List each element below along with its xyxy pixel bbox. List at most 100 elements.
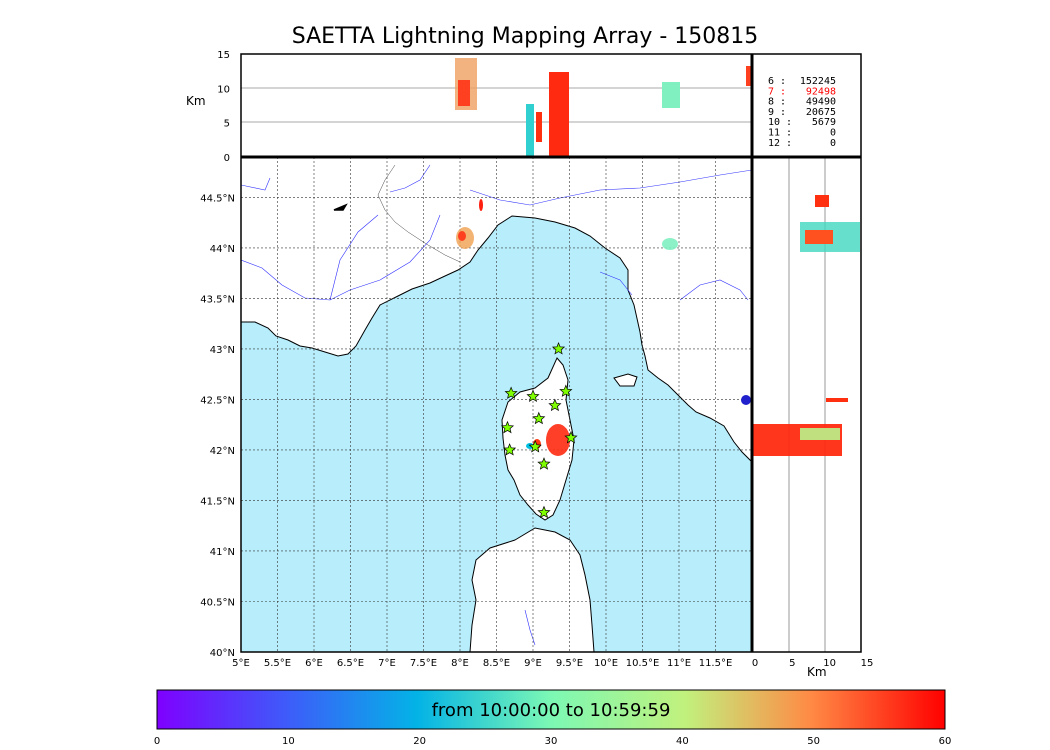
station-count-value: 20675: [806, 107, 836, 118]
lon-tick-label: 8.5°E: [483, 658, 510, 669]
side-cluster-corsica-tail: [800, 428, 840, 440]
lat-tick-label: 42.5°N: [200, 395, 235, 406]
station-marker: [503, 443, 517, 456]
longitude-tick-labels: 5°E 5.5°E 6°E 6.5°E 7°E 7.5°E 8°E 8.5°E 9°E 9.5°E…: [232, 658, 732, 669]
lon-tick-label: 6.5°E: [337, 658, 364, 669]
station-count-label: 10 :: [768, 117, 792, 128]
colorbar-tick-label: 40: [676, 736, 689, 747]
lat-tick-label: 41.5°N: [200, 496, 235, 507]
colorbar-tick-labels: 0 10 20 30 40 50 60: [154, 736, 952, 747]
top-alt-tick-label: 5: [224, 119, 230, 130]
station-marker: [532, 411, 546, 425]
sardinia-land: [469, 527, 595, 652]
station-count-label: 11 :: [768, 128, 792, 139]
lon-tick-label: 8°E: [451, 658, 469, 669]
lon-tick-label: 7.5°E: [410, 658, 437, 669]
top-cluster-edge: [746, 66, 752, 86]
station-marker: [504, 386, 518, 399]
lon-tick-label: 11°E: [667, 658, 691, 669]
lat-tick-label: 40°N: [210, 648, 235, 659]
mainland-land: [241, 157, 752, 463]
station-count-label: 6 :: [768, 76, 786, 87]
lon-tick-label: 11.5°E: [699, 658, 733, 669]
borders: [377, 164, 461, 263]
lon-tick-label: 6°E: [305, 658, 323, 669]
cluster-east-edge: [741, 395, 751, 405]
cluster-corsica-east: [546, 424, 570, 456]
lat-tick-label: 41°N: [210, 547, 235, 558]
station-marker: [551, 341, 566, 355]
station-count-label: 7 :: [768, 86, 786, 97]
colorbar-tick-label: 0: [154, 736, 160, 747]
top-altitude-unit: Km: [186, 94, 206, 108]
colorbar-tick-label: 30: [545, 736, 558, 747]
colorbar-tick-label: 50: [807, 736, 820, 747]
station-markers: [500, 341, 578, 519]
station-marker: [526, 389, 540, 403]
station-count-value: 5679: [812, 117, 836, 128]
side-cluster-mid: [826, 398, 848, 402]
top-alt-tick-label: 0: [224, 153, 230, 164]
corsica-land: [501, 357, 575, 521]
top-alt-tick-label: 10: [217, 84, 230, 95]
lon-tick-label: 5°E: [232, 658, 250, 669]
side-alt-tick-label: 5: [789, 658, 795, 669]
station-count-value: 92498: [806, 86, 836, 97]
colorbar-tick-label: 20: [413, 736, 426, 747]
page-title: SAETTA Lightning Mapping Array - 150815: [291, 24, 759, 49]
lon-altitude-panel: [241, 58, 752, 157]
top-cluster-small: [536, 112, 542, 142]
colorbar-tick-label: 60: [939, 736, 952, 747]
station-marker: [500, 420, 515, 434]
station-count-value: 0: [830, 128, 836, 139]
station-count-label: 9 :: [768, 107, 786, 118]
lon-tick-label: 7°E: [378, 658, 396, 669]
station-count-table: 6 : 152245 7 : 92498 8 : 49490 9 : 20675 10 : 567…: [768, 76, 836, 149]
cluster-genoa-inner: [458, 231, 466, 241]
side-alt-tick-label: 10: [823, 658, 836, 669]
station-count-label: 12 :: [768, 138, 792, 149]
station-marker: [548, 398, 562, 412]
lon-tick-label: 9.5°E: [556, 658, 583, 669]
station-marker: [564, 430, 578, 444]
lat-tick-label: 44°N: [210, 244, 235, 255]
station-count-value: 49490: [806, 97, 836, 108]
top-altitude-tick-labels: 0 5 10 15: [217, 50, 230, 164]
side-altitude-tick-labels: 0 5 10 15: [752, 658, 874, 669]
lon-tick-label: 10°E: [594, 658, 618, 669]
lat-tick-label: 40.5°N: [200, 597, 235, 608]
station-count-label: 8 :: [768, 97, 786, 108]
lon-tick-label: 5.5°E: [264, 658, 291, 669]
top-cluster-corsica: [549, 72, 569, 157]
cluster-tuscany: [662, 238, 678, 250]
top-alt-tick-label: 15: [217, 50, 230, 61]
altitude-lat-panel: [752, 157, 860, 652]
cluster-north: [479, 199, 483, 211]
station-marker: [528, 439, 542, 453]
elba-land: [613, 373, 638, 387]
colorbar-tick-label: 10: [282, 736, 295, 747]
station-marker: [537, 505, 551, 519]
top-cluster-tuscany: [662, 82, 680, 108]
map-panel: [241, 157, 752, 652]
side-altitude-unit: Km: [807, 665, 827, 679]
side-cluster-top: [815, 195, 829, 207]
lat-tick-label: 43.5°N: [200, 294, 235, 305]
station-marker: [537, 457, 551, 470]
lon-tick-label: 9°E: [524, 658, 542, 669]
top-cluster-blue: [526, 104, 534, 156]
colorbar-label: from 10:00:00 to 10:59:59: [431, 700, 671, 721]
station-marker: [559, 384, 573, 397]
rivers: [241, 164, 752, 646]
side-alt-tick-label: 15: [861, 658, 874, 669]
station-count-value: 0: [830, 138, 836, 149]
top-cluster-genoa-core: [458, 80, 470, 106]
side-alt-tick-label: 0: [752, 658, 758, 669]
lon-tick-label: 10.5°E: [626, 658, 660, 669]
colorbar: [156, 689, 946, 730]
lightning-sources: [456, 199, 751, 456]
station-count-value: 152245: [800, 76, 836, 87]
lat-tick-label: 44.5°N: [200, 193, 235, 204]
side-cluster-north-core: [805, 230, 833, 244]
